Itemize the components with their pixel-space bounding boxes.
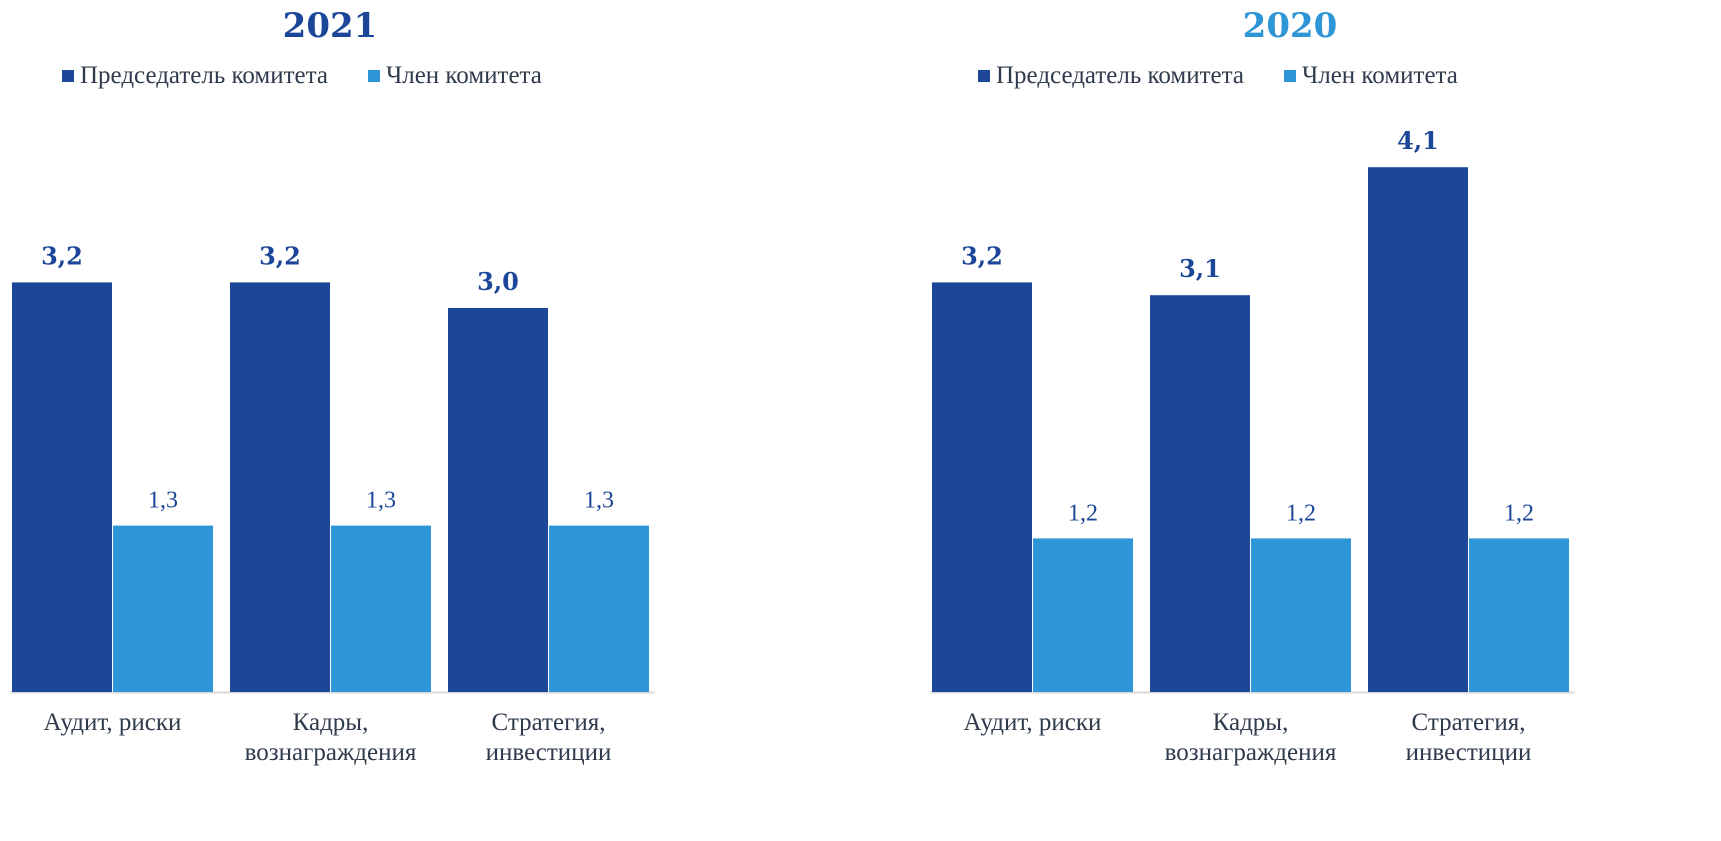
data-label: 3,1	[1179, 254, 1221, 283]
x-tick-label: инвестиции	[1406, 739, 1532, 766]
chart-panel-2020: 2020 Председатель комитета Член комитета…	[920, 0, 1721, 841]
legend-item-chair: Председатель комитета	[978, 62, 1244, 90]
x-tick-label: Кадры,	[1213, 709, 1289, 736]
x-tick-label: инвестиции	[486, 739, 612, 766]
legend-label-member: Член комитета	[385, 62, 542, 89]
legend-item-member: Член комитета	[367, 62, 542, 90]
legend-item-member: Член комитета	[1283, 62, 1458, 90]
bar-member-1	[1033, 538, 1133, 692]
bar-chair-2	[1150, 295, 1250, 692]
chart-title: 2021	[282, 6, 378, 46]
x-tick-label: вознаграждения	[245, 739, 417, 766]
data-label: 1,3	[366, 488, 396, 514]
data-label: 1,2	[1504, 500, 1534, 526]
x-tick-label: Стратегия,	[492, 709, 606, 736]
legend-swatch-member	[1283, 70, 1296, 82]
legend-item-chair: Председатель комитета	[62, 62, 328, 90]
legend-swatch-chair	[978, 70, 990, 82]
bar-chair-1	[12, 282, 112, 692]
bar-member-2	[1251, 538, 1351, 692]
bar-member-3	[1469, 538, 1569, 692]
legend-swatch-chair	[62, 70, 74, 82]
bar-chair-2	[230, 282, 330, 692]
chart-legend: Председатель комитета Член комитета	[62, 62, 542, 90]
bar-chair-3	[1368, 167, 1468, 692]
legend-label-member: Член комитета	[1301, 62, 1458, 89]
bar-chair-3	[448, 308, 548, 692]
data-label: 1,2	[1286, 500, 1316, 526]
data-label: 1,2	[1068, 500, 1098, 526]
data-label: 3,2	[961, 241, 1003, 270]
data-label: 1,3	[148, 488, 178, 514]
data-label: 3,2	[41, 241, 83, 270]
bar-member-1	[113, 525, 213, 692]
bar-chair-1	[932, 282, 1032, 692]
chart-legend: Председатель комитета Член комитета	[978, 62, 1458, 90]
bar-chart-2020: 3,2 3,1 4,1 1,2 1,2 1,2 Аудит, риски Кадры, возн…	[930, 126, 1575, 766]
x-tick-label: Аудит, риски	[44, 709, 182, 736]
bar-chart-2021: 3,2 3,2 3,0 1,3 1,3 1,3 Аудит, риски Кадры, возн…	[10, 241, 655, 766]
x-tick-label: Стратегия,	[1412, 709, 1526, 736]
legend-label-chair: Председатель комитета	[80, 62, 328, 89]
legend-swatch-member	[367, 70, 380, 82]
bar-member-2	[331, 525, 431, 692]
x-tick-label: Кадры,	[293, 709, 369, 736]
data-label: 3,0	[477, 267, 519, 296]
data-label: 1,3	[584, 488, 614, 514]
chart-panel-2021: 2021 Председатель комитета Член комитета…	[0, 0, 860, 841]
x-tick-label: вознаграждения	[1165, 739, 1337, 766]
data-label: 4,1	[1397, 126, 1439, 155]
bar-member-3	[549, 525, 649, 692]
legend-label-chair: Председатель комитета	[996, 62, 1244, 89]
chart-title: 2020	[1242, 6, 1338, 46]
data-label: 3,2	[259, 241, 301, 270]
x-tick-label: Аудит, риски	[964, 709, 1102, 736]
